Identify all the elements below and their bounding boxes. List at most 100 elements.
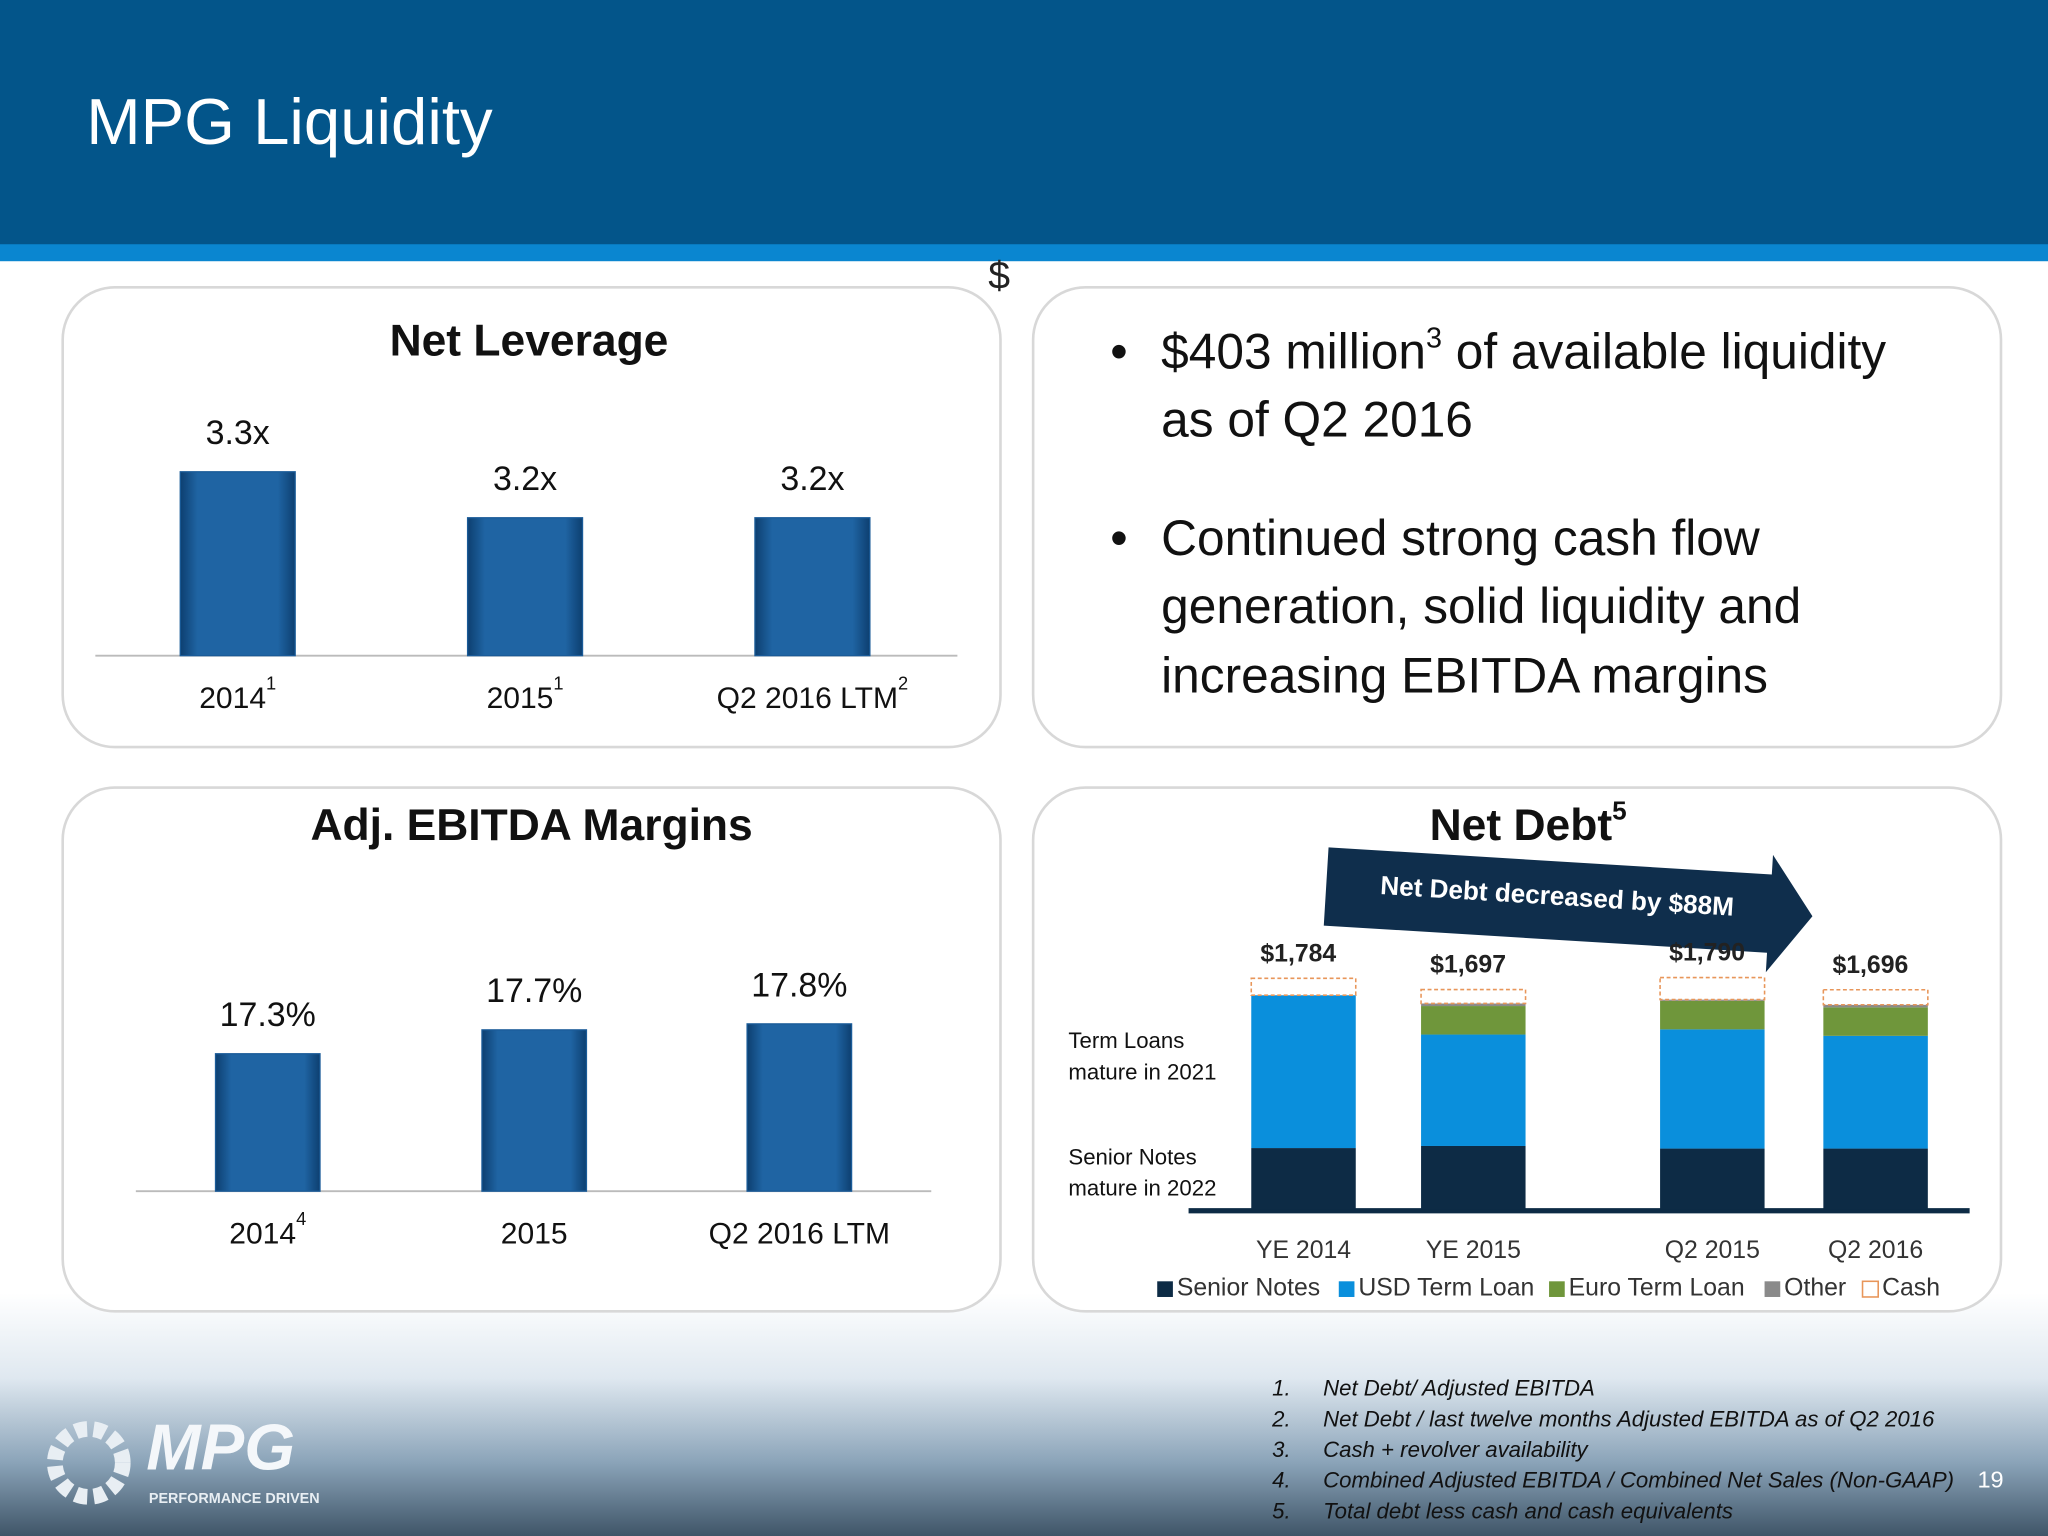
x-tick-label: YE 2015 bbox=[1426, 1237, 1521, 1264]
data-label: 17.7% bbox=[486, 972, 582, 1010]
header-stripe bbox=[0, 244, 2048, 262]
bar bbox=[214, 1053, 321, 1192]
bar-segment bbox=[1250, 977, 1357, 996]
x-tick-label: 2015 bbox=[501, 1218, 568, 1251]
legend-swatch bbox=[1549, 1281, 1565, 1297]
bullets: • $403 million3 of available liquidity a… bbox=[1110, 322, 1886, 703]
bar-segment bbox=[1421, 1145, 1526, 1210]
category: 2015 bbox=[487, 682, 554, 715]
footnote-number: 5. bbox=[1272, 1498, 1291, 1523]
bar bbox=[746, 1023, 853, 1192]
legend-label: Senior Notes bbox=[1177, 1275, 1320, 1302]
stray-symbol: $ bbox=[988, 255, 1010, 298]
logo-gear bbox=[47, 1421, 131, 1505]
bar-segment bbox=[1251, 1148, 1356, 1210]
total-label: $1,697 bbox=[1430, 952, 1506, 979]
annotation: mature in 2022 bbox=[1068, 1176, 1216, 1201]
panel bbox=[1031, 286, 2003, 749]
category: Q2 2016 LTM bbox=[709, 1218, 890, 1251]
logo-tagline: PERFORMANCE DRIVEN bbox=[149, 1491, 320, 1507]
bar-segment bbox=[1421, 1034, 1526, 1146]
footnote-text: Combined Adjusted EBITDA / Combined Net … bbox=[1323, 1468, 1954, 1493]
bullet-text: $403 million3 of available liquidity bbox=[1161, 322, 1886, 379]
chart-title-text: Adj. EBITDA Margins bbox=[310, 801, 752, 850]
annotation-arrow: Net Debt decreased by $88M bbox=[1323, 847, 1813, 973]
chart-title-text: Net Leverage bbox=[390, 316, 669, 365]
chart: Adj. EBITDA Margins 17.3% 20144 17.7% 2015 17… bbox=[135, 801, 932, 1251]
bullet-text: increasing EBITDA margins bbox=[1161, 647, 1768, 703]
bullet-dot: • bbox=[1110, 323, 1127, 379]
footnote-text: Net Debt / last twelve months Adjusted E… bbox=[1323, 1406, 1935, 1431]
legend-swatch bbox=[1157, 1281, 1173, 1297]
bar bbox=[466, 517, 584, 657]
bar-segment bbox=[1421, 1003, 1526, 1007]
bar-segment bbox=[1659, 976, 1766, 1001]
data-label: 3.2x bbox=[780, 460, 844, 498]
bar-segment bbox=[1421, 1006, 1526, 1035]
bar-segment bbox=[1823, 1007, 1928, 1036]
category-note: 1 bbox=[266, 672, 276, 693]
chart-title: Adj. EBITDA Margins bbox=[310, 801, 752, 850]
data-label: 3.3x bbox=[206, 414, 270, 452]
footnote-text: Total debt less cash and cash equivalent… bbox=[1323, 1498, 1733, 1523]
total-label: $1,784 bbox=[1260, 940, 1336, 967]
annotation: mature in 2021 bbox=[1068, 1059, 1216, 1084]
footnote-number: 4. bbox=[1272, 1468, 1291, 1493]
data-label: 3.2x bbox=[493, 460, 557, 498]
bullet-dot: • bbox=[1110, 510, 1127, 566]
bar-segment bbox=[1251, 995, 1356, 1149]
bar bbox=[754, 517, 871, 657]
x-tick-label: YE 2014 bbox=[1256, 1237, 1351, 1264]
page-number: 19 bbox=[1977, 1466, 2003, 1492]
x-tick-label: 20141 bbox=[199, 672, 276, 715]
legend-label: Euro Term Loan bbox=[1569, 1275, 1745, 1302]
bar bbox=[179, 471, 296, 657]
category-note: 1 bbox=[553, 672, 563, 693]
x-tick-label: Q2 2016 LTM2 bbox=[717, 672, 909, 715]
bar bbox=[481, 1029, 588, 1192]
bar-segment bbox=[1660, 1000, 1765, 1030]
bar-segment bbox=[1823, 1148, 1928, 1210]
bar-segment bbox=[1660, 1148, 1765, 1210]
bullet-text: as of Q2 2016 bbox=[1161, 391, 1473, 447]
logo-name: MPG bbox=[146, 1411, 295, 1484]
legend-swatch bbox=[1338, 1281, 1355, 1297]
bullet-text: Continued strong cash flow bbox=[1161, 510, 1760, 566]
legend-swatch bbox=[1764, 1281, 1781, 1297]
footnotes: 1. Net Debt/ Adjusted EBITDA 2. Net Debt / … bbox=[1271, 1376, 1954, 1524]
logo: MPG PERFORMANCE DRIVEN bbox=[47, 1411, 320, 1507]
annotation: Term Loans bbox=[1068, 1028, 1184, 1053]
data-label: 17.3% bbox=[220, 996, 316, 1034]
footnote-number: 3. bbox=[1272, 1437, 1291, 1462]
x-tick-label: Q2 2016 LTM bbox=[709, 1218, 890, 1251]
chart-title-text: Net Debt bbox=[1430, 801, 1613, 850]
legend-label: Cash bbox=[1882, 1275, 1940, 1302]
total-label: $1,790 bbox=[1669, 940, 1745, 967]
bullet-text: generation, solid liquidity and bbox=[1161, 578, 1801, 634]
footnote-text: Cash + revolver availability bbox=[1323, 1437, 1589, 1462]
x-tick-label: 20144 bbox=[229, 1208, 306, 1251]
x-tick-label: Q2 2015 bbox=[1665, 1237, 1760, 1264]
background-photo bbox=[0, 1293, 2048, 1536]
category: 2015 bbox=[501, 1218, 568, 1251]
chart-title-sup: 5 bbox=[1612, 795, 1627, 825]
total-label: $1,696 bbox=[1832, 952, 1908, 979]
annotation: Senior Notes bbox=[1068, 1144, 1196, 1169]
bar-segment bbox=[1823, 1004, 1928, 1008]
chart-title: Net Debt5 bbox=[1430, 795, 1627, 850]
category: 2014 bbox=[229, 1218, 296, 1251]
arrow-shape bbox=[1323, 847, 1813, 973]
footnote-number: 1. bbox=[1272, 1376, 1291, 1401]
category: 2014 bbox=[199, 682, 266, 715]
chart-title: Net Leverage bbox=[390, 316, 669, 365]
data-label: 17.8% bbox=[751, 966, 847, 1004]
slide-title: MPG Liquidity bbox=[86, 85, 493, 158]
category: Q2 2016 LTM bbox=[717, 682, 898, 715]
legend-swatch bbox=[1861, 1280, 1879, 1298]
category-note: 4 bbox=[296, 1208, 306, 1229]
header-band bbox=[0, 0, 2048, 246]
footnote-number: 2. bbox=[1271, 1406, 1291, 1431]
